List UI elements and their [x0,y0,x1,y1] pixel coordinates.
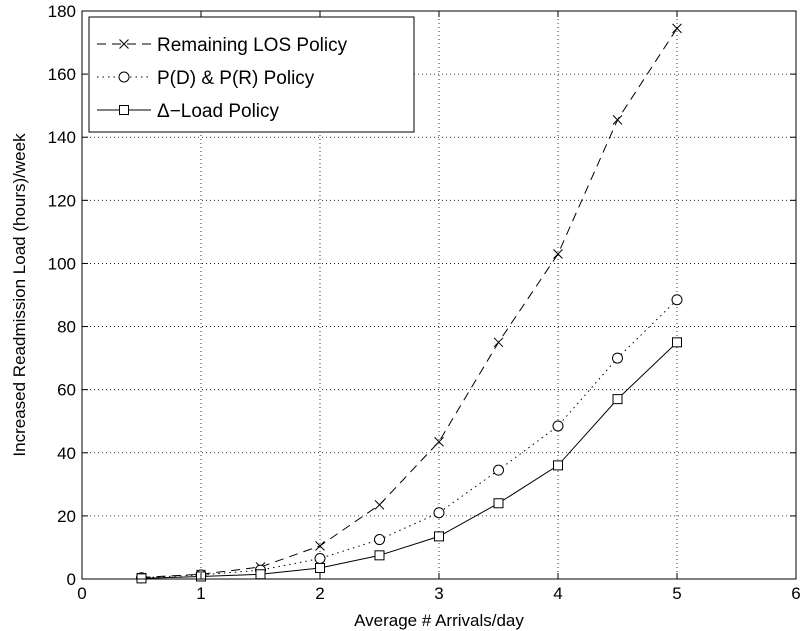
y-tick-label: 80 [57,318,76,337]
data-point [493,464,504,476]
y-tick-label: 160 [48,65,76,84]
x-tick-label: 1 [196,584,205,603]
x-tick-label: 6 [791,584,800,603]
x-tick-label: 3 [434,584,443,603]
x-tick-label: 0 [77,584,86,603]
legend-marker [118,71,130,83]
y-tick-label: 60 [57,381,76,400]
legend-entry: Remaining LOS Policy [97,35,348,56]
x-tick-label: 4 [553,584,562,603]
data-point [612,115,623,125]
x-tick-labels: 0 1 2 3 4 5 6 [77,584,800,603]
data-point [434,531,444,542]
axis-ticks [81,10,797,580]
y-axis-title: Increased Readmission Load (hours)/week [10,133,29,457]
data-point [552,420,564,432]
data-point [136,573,147,584]
data-point [314,552,326,564]
data-point [374,550,385,561]
x-axis-title: Average # Arrivals/day [354,611,524,630]
data-point [612,394,623,405]
series-layer [136,23,683,584]
data-point [553,249,563,259]
data-point [315,541,325,551]
data-point [612,352,623,364]
series-line [141,299,678,579]
data-point [374,499,385,510]
data-point [493,337,504,348]
legend-label: Δ−Load Policy [157,101,280,122]
y-tick-label: 120 [48,191,76,210]
data-point [671,294,683,306]
y-tick-label: 40 [57,444,76,463]
y-tick-label: 0 [67,570,76,589]
legend-marker [119,105,129,115]
x-tick-label: 2 [315,584,324,603]
data-point [433,507,445,519]
data-point [434,436,444,447]
y-tick-label: 100 [48,254,76,273]
y-tick-label: 20 [57,507,76,526]
legend-entry: P(D) & P(R) Policy [97,68,315,89]
series-line [141,341,678,579]
data-point [374,534,385,546]
legend-marker [119,39,129,49]
series-line [141,28,678,578]
data-point [315,562,325,573]
x-tick-label: 5 [672,584,681,603]
data-point [553,460,563,471]
legend-entry: Δ−Load Policy [97,101,280,122]
data-point [672,23,682,34]
series-2 [136,337,682,584]
legend: Remaining LOS Policy P(D) & P(R) Policy Δ−… [88,16,415,133]
legend-label: P(D) & P(R) Policy [157,68,315,89]
legend-box [88,16,415,133]
y-tick-label: 140 [48,128,76,147]
series-1 [136,294,683,584]
y-tick-labels: 0 20 40 60 80 100 120 140 160 180 [48,2,76,589]
data-point [255,569,266,580]
data-point [672,337,682,348]
legend-label: Remaining LOS Policy [157,35,348,56]
y-tick-label: 180 [48,2,76,21]
data-point [493,498,504,509]
